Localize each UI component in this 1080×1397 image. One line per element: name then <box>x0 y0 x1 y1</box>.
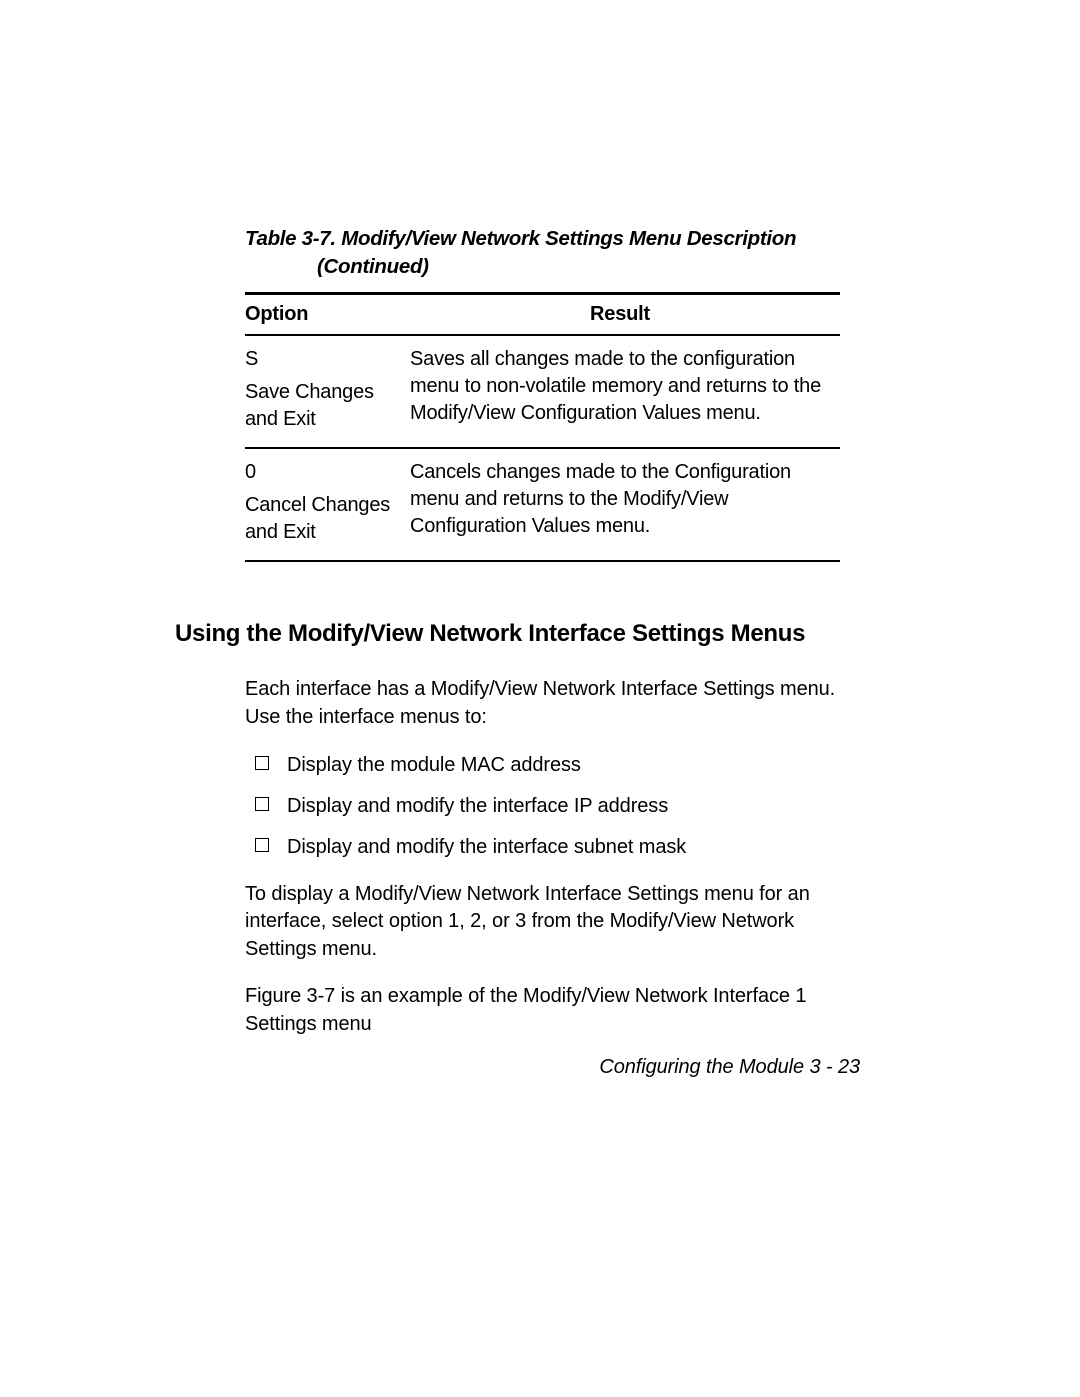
option-key: S <box>245 346 400 373</box>
page-footer: Configuring the Module 3 - 23 <box>599 1056 860 1079</box>
table-header-option: Option <box>245 294 410 336</box>
intro-paragraph: Each interface has a Modify/View Network… <box>245 676 860 731</box>
table-caption-main: Table 3-7. Modify/View Network Settings … <box>245 227 796 250</box>
result-cell: Cancels changes made to the Configuratio… <box>410 448 840 561</box>
option-cell: 0 Cancel Changes and Exit <box>245 448 410 561</box>
body-text: Each interface has a Modify/View Network… <box>245 676 860 1038</box>
option-key: 0 <box>245 459 400 486</box>
table-header-result: Result <box>410 294 840 336</box>
list-item: Display and modify the interface IP addr… <box>245 793 860 820</box>
table-caption: Table 3-7. Modify/View Network Settings … <box>245 225 860 280</box>
option-label: Save Changes and Exit <box>245 381 374 430</box>
bullet-list: Display the module MAC address Display a… <box>245 752 860 861</box>
list-item: Display the module MAC address <box>245 752 860 779</box>
table-caption-continued: (Continued) <box>317 253 860 281</box>
table-row: 0 Cancel Changes and Exit Cancels change… <box>245 448 840 561</box>
paragraph: Figure 3-7 is an example of the Modify/V… <box>245 983 860 1038</box>
result-cell: Saves all changes made to the configurat… <box>410 335 840 448</box>
page: Table 3-7. Modify/View Network Settings … <box>0 0 1080 1397</box>
option-label: Cancel Changes and Exit <box>245 494 390 543</box>
options-table: Option Result S Save Changes and Exit Sa… <box>245 292 840 562</box>
option-cell: S Save Changes and Exit <box>245 335 410 448</box>
table-row: S Save Changes and Exit Saves all change… <box>245 335 840 448</box>
paragraph: To display a Modify/View Network Interfa… <box>245 881 860 964</box>
list-item: Display and modify the interface subnet … <box>245 834 860 861</box>
section-heading: Using the Modify/View Network Interface … <box>175 620 860 648</box>
